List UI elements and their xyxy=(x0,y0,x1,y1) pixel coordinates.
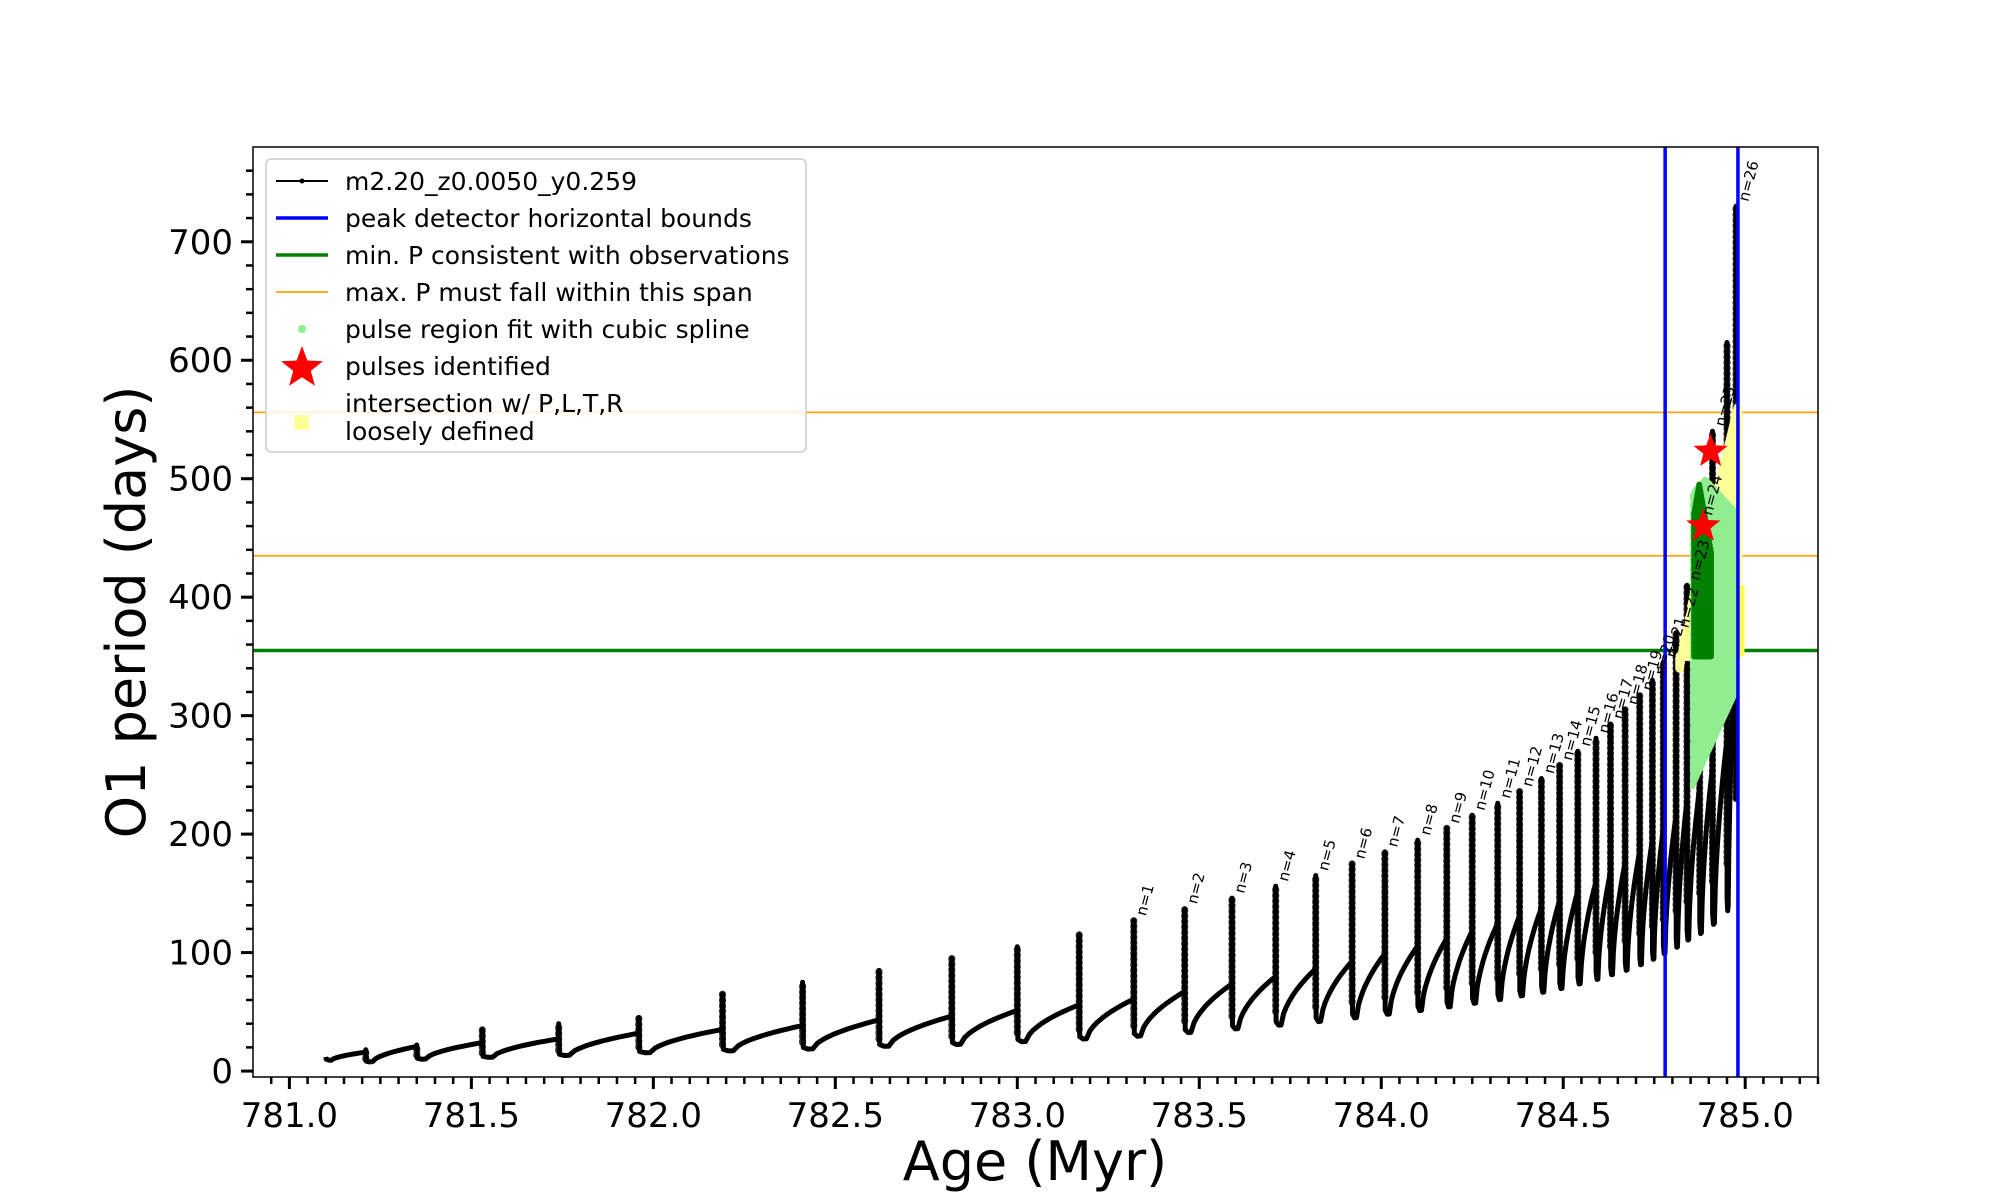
y-tick-label: 500 xyxy=(168,460,233,500)
pulse-label-15: n=4 xyxy=(1274,848,1300,883)
legend-label-1: peak detector horizontal bounds xyxy=(345,204,752,233)
pulse-label-20: n=9 xyxy=(1445,790,1471,825)
x-axis-title: Age (Myr) xyxy=(903,1130,1168,1193)
legend-label-4: pulse region fit with cubic spline xyxy=(345,315,750,344)
legend-label-3: max. P must fall within this span xyxy=(345,278,753,307)
x-tick-label: 782.5 xyxy=(787,1096,884,1136)
legend-handle-star xyxy=(281,346,323,386)
overlay-layer xyxy=(1675,403,1745,790)
pulse-label-13: n=2 xyxy=(1183,871,1209,906)
x-tick-label: 784.0 xyxy=(1333,1096,1430,1136)
legend-label-6-1: loosely defined xyxy=(345,417,535,446)
y-tick-label: 400 xyxy=(168,578,233,618)
legend-frame xyxy=(265,158,807,453)
y-tick-label: 700 xyxy=(168,223,233,263)
x-axis: 781.0 781.5 782.0 782.5 783.0 783.5 784.0 784.5… xyxy=(241,1077,1820,1136)
y-axis-title: O1 period (days) xyxy=(95,386,158,839)
series-markers xyxy=(322,202,1740,1063)
y-axis: 0 100 200 300 400 500 600 700 xyxy=(168,169,253,1092)
pulse-identified-star-1 xyxy=(1693,433,1728,466)
pulse-identified-star-0 xyxy=(1686,508,1721,541)
legend-handle-square xyxy=(294,415,309,430)
legend-handle-dot-green xyxy=(298,325,306,333)
series-layer xyxy=(322,202,1740,1065)
legend-label-0: m2.20_z0.0050_y0.259 xyxy=(345,167,637,196)
y-tick-label: 100 xyxy=(168,934,233,974)
legend-label-6-0: intersection w/ P,L,T,R xyxy=(345,389,624,418)
x-tick-label: 783.5 xyxy=(1151,1096,1248,1136)
legend-handle-dot xyxy=(299,178,305,184)
x-tick-label: 781.0 xyxy=(241,1096,338,1136)
x-tick-label: 783.0 xyxy=(969,1096,1066,1136)
x-tick-label: 785.0 xyxy=(1697,1096,1794,1136)
series-line-m2.20 xyxy=(323,203,1740,1065)
pulse-label-12: n=1 xyxy=(1132,882,1158,917)
pulse-label-16: n=5 xyxy=(1314,837,1340,872)
y-tick-label: 0 xyxy=(211,1052,233,1092)
pulse-label-18: n=7 xyxy=(1383,814,1409,849)
y-tick-label: 600 xyxy=(168,341,233,381)
x-tick-label: 784.5 xyxy=(1515,1096,1612,1136)
pulse-label-19: n=8 xyxy=(1416,802,1442,837)
peak-detector-bounds xyxy=(1663,147,1740,1077)
legend-label-5: pulses identified xyxy=(345,352,551,381)
pulse-label-14: n=3 xyxy=(1230,860,1256,895)
y-tick-label: 300 xyxy=(168,697,233,737)
pulse-label-17: n=6 xyxy=(1351,826,1377,861)
pulse-labels: n=1 n=2 n=3 n=4 n=5 n=6 n=7 n=8 n=9 n=10n=11n=12n… xyxy=(1132,159,1762,918)
y-tick-label: 200 xyxy=(168,815,233,855)
x-tick-label: 781.5 xyxy=(423,1096,520,1136)
x-tick-label: 782.0 xyxy=(605,1096,702,1136)
legend-label-2: min. P consistent with observations xyxy=(345,241,790,270)
